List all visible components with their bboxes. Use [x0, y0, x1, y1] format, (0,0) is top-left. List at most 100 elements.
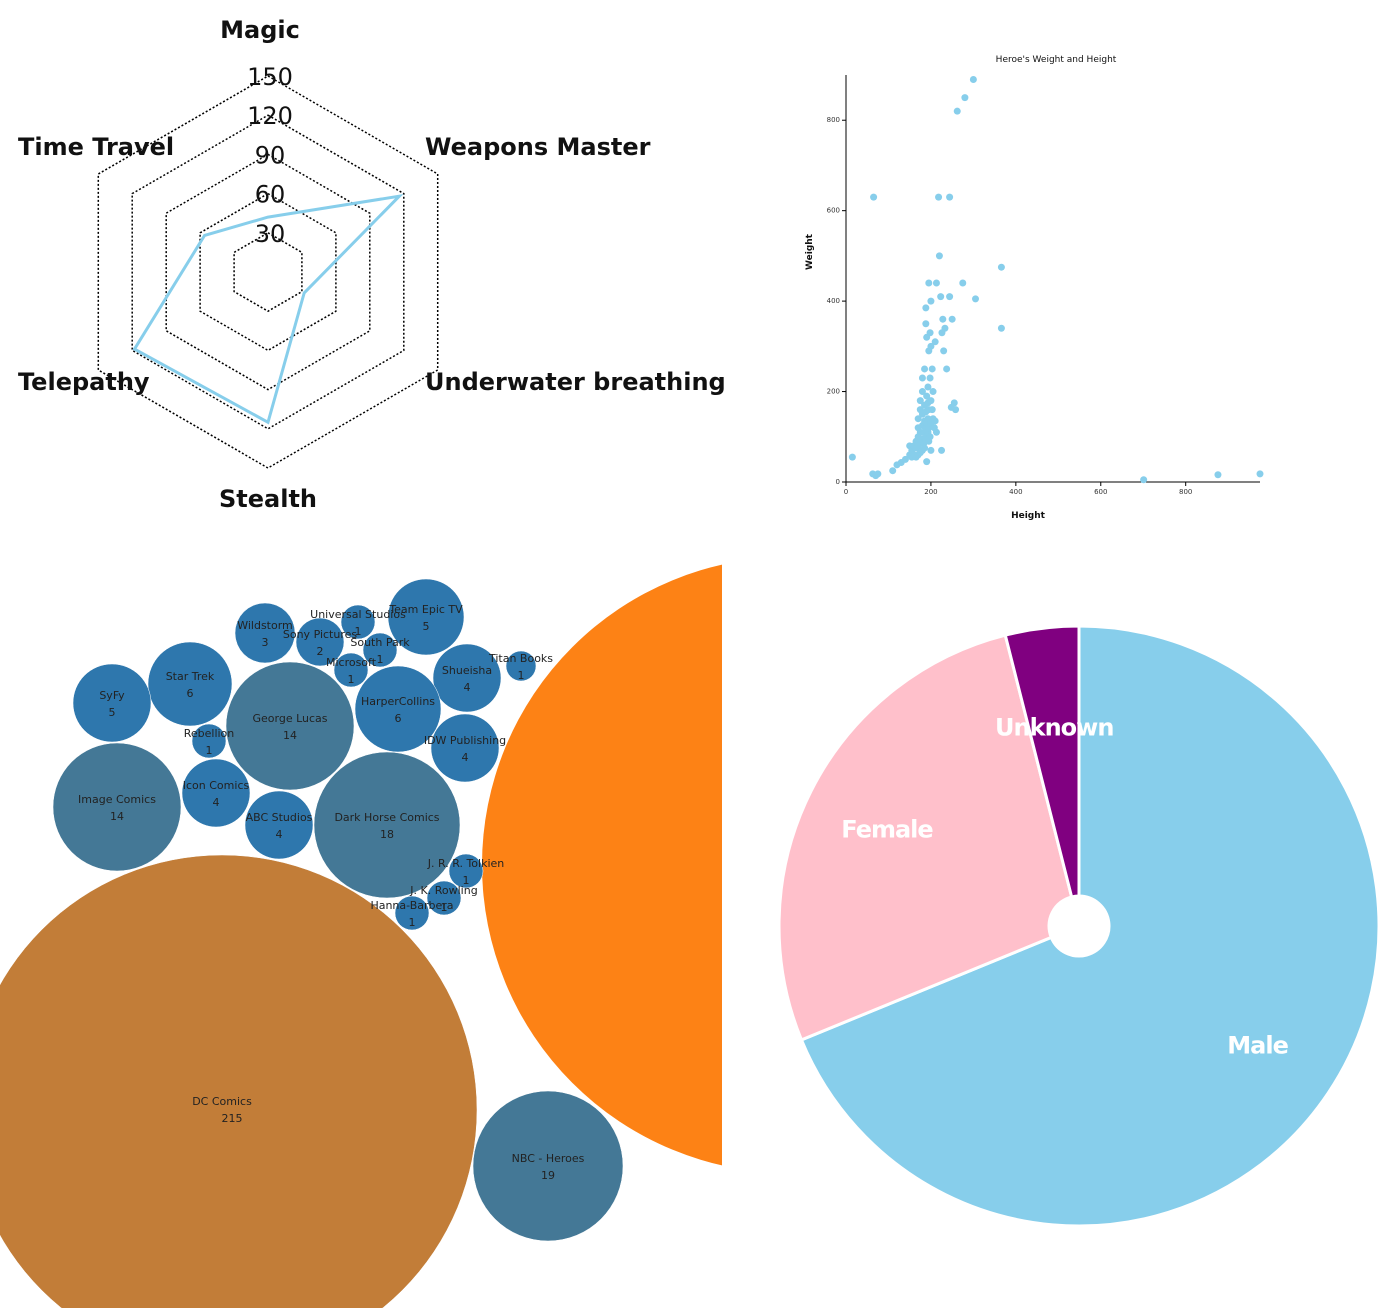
bubble-value: 3 — [262, 636, 269, 649]
radar-axis-label: Underwater breathing — [425, 368, 726, 396]
pie-slice — [777, 633, 1074, 1042]
scatter-x-tick-label: 0 — [844, 488, 848, 496]
bubble-value: 2 — [317, 645, 324, 658]
bubble-value: 14 — [283, 729, 297, 742]
radar-series-line — [132, 194, 404, 425]
bubble — [234, 602, 296, 664]
scatter-point — [1214, 471, 1222, 479]
radar-tick-label: 90 — [255, 141, 286, 169]
scatter-y-axis-title: Weight — [805, 233, 815, 270]
bubble-label: South Park — [350, 636, 410, 649]
pie-chart: Male Female Unknown — [777, 624, 1381, 1228]
scatter-point — [997, 324, 1005, 332]
scatter-point — [929, 388, 937, 396]
bubble-label: J. R. R. Tolkien — [427, 857, 505, 870]
scatter-x-tick-label: 200 — [924, 488, 937, 496]
scatter-point — [922, 320, 930, 328]
scatter-point — [923, 458, 931, 466]
scatter-point — [1140, 476, 1148, 484]
radar-tick-label: 150 — [247, 63, 293, 91]
radar-axis-label: Stealth — [219, 485, 317, 513]
bubble-label: Image Comics — [78, 793, 156, 806]
bubble-value: 1 — [348, 673, 355, 686]
bubble-value: 1 — [355, 625, 362, 638]
scatter-point — [921, 444, 929, 452]
scatter-x-tick-label: 600 — [1094, 488, 1107, 496]
bubble — [295, 617, 345, 667]
pie-slice — [1003, 624, 1081, 899]
bubble-label: IDW Publishing — [424, 734, 506, 747]
bubble — [387, 578, 465, 656]
bubble — [147, 641, 233, 727]
scatter-point — [923, 392, 931, 400]
scatter-point — [921, 365, 929, 373]
radar-grid-ring — [199, 192, 337, 352]
bubble — [333, 652, 369, 688]
pie-slice — [799, 624, 1381, 1228]
scatter-point — [889, 467, 897, 475]
bubble-label: Star Trek — [166, 670, 215, 683]
bubble-value: 1 — [463, 874, 470, 887]
bubble-value: 4 — [276, 828, 283, 841]
bubble-value: 18 — [380, 828, 394, 841]
scatter-point — [926, 329, 934, 337]
bubble-label: Shueisha — [442, 664, 492, 677]
scatter-y-tick-label: 600 — [827, 207, 840, 215]
radar-grid-ring — [131, 114, 405, 430]
radar-axis-label: Weapons Master — [425, 133, 651, 161]
scatter-point — [969, 76, 977, 84]
scatter-point — [914, 415, 922, 423]
scatter-x-axis-title: Height — [1011, 511, 1046, 521]
scatter-point — [918, 388, 926, 396]
bubble — [191, 723, 227, 759]
bubble — [52, 742, 182, 872]
bubble-label: Titan Books — [488, 652, 553, 665]
scatter-point — [927, 446, 935, 454]
bubble — [340, 604, 376, 640]
scatter-point — [925, 279, 933, 287]
bubble-label: Sony Pictures — [283, 628, 358, 641]
bubble-value: 19 — [541, 1169, 555, 1182]
scatter-point — [943, 365, 951, 373]
bubble-value: 4 — [213, 796, 220, 809]
radar-tick-label: 120 — [247, 102, 293, 130]
pie-slice-label: Female — [841, 815, 933, 843]
scatter-point — [935, 193, 943, 201]
scatter-point — [928, 406, 936, 414]
bubble-value: 1 — [409, 916, 416, 929]
bubble-chart: Team Epic TV 5 Universal Studios 1 Wildstorm… — [0, 564, 722, 1308]
scatter-point — [901, 455, 909, 463]
radar-axis-label: Time Travel — [18, 133, 174, 161]
pie-slice-label: Unknown — [995, 714, 1113, 742]
scatter-point — [953, 107, 961, 115]
bubble-value: 1 — [206, 744, 213, 757]
scatter-point — [948, 315, 956, 323]
bubble-label: ABC Studios — [246, 811, 313, 824]
scatter-x-tick-label: 800 — [1179, 488, 1192, 496]
bubble-value: 5 — [109, 706, 116, 719]
bubble-label: Microsoft — [326, 656, 377, 669]
bubble-value: 4 — [462, 751, 469, 764]
scatter-y-tick-label: 0 — [836, 478, 840, 486]
bubble-value: 14 — [110, 810, 124, 823]
scatter-y-tick-label: 800 — [827, 116, 840, 124]
bubble-label: George Lucas — [252, 712, 327, 725]
bubble — [354, 665, 442, 753]
bubble-label: NBC - Heroes — [512, 1152, 585, 1165]
scatter-point — [922, 304, 930, 312]
bubble-label: SyFy — [99, 689, 125, 702]
scatter-point — [997, 263, 1005, 271]
scatter-point — [952, 406, 960, 414]
bubble — [430, 713, 500, 783]
scatter-point — [931, 417, 939, 425]
bubble — [225, 661, 355, 791]
scatter-x-tick-label: 400 — [1009, 488, 1022, 496]
bubble-value: 215 — [222, 1112, 243, 1125]
scatter-point — [926, 374, 934, 382]
bubble-value: 6 — [187, 687, 194, 700]
bubble — [244, 790, 314, 860]
scatter-point — [924, 383, 932, 391]
scatter-point — [928, 365, 936, 373]
scatter-point — [916, 397, 924, 405]
scatter-y-tick-label: 200 — [827, 388, 840, 396]
